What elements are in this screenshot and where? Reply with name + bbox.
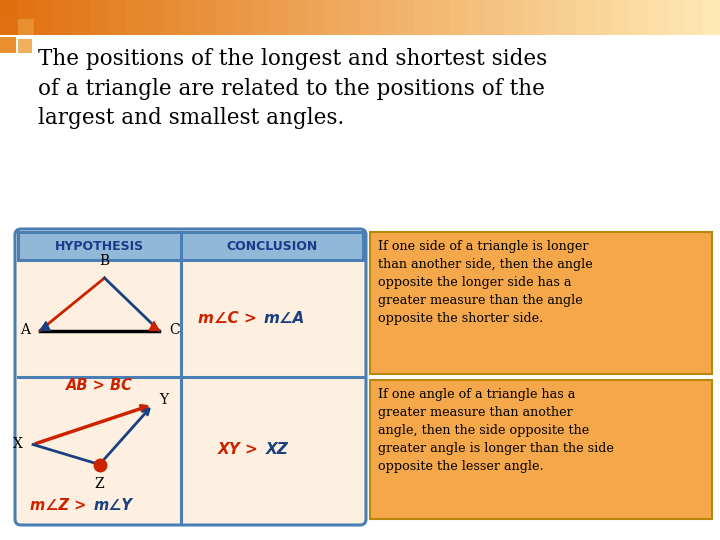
Text: B: B	[99, 254, 109, 268]
Polygon shape	[149, 321, 159, 330]
Bar	[270, 0, 289, 35]
Text: m∠Z >: m∠Z >	[30, 498, 91, 514]
Text: CONCLUSION: CONCLUSION	[226, 240, 318, 253]
Bar	[648, 0, 667, 35]
Bar	[468, 0, 487, 35]
Bar	[180, 0, 199, 35]
Text: X: X	[13, 437, 23, 451]
Text: Z: Z	[95, 476, 104, 490]
Text: HYPOTHESIS: HYPOTHESIS	[55, 240, 143, 253]
Text: The positions of the longest and shortest sides
of a triangle are related to the: The positions of the longest and shortes…	[38, 48, 547, 129]
Bar	[360, 0, 379, 35]
Bar	[36, 0, 55, 35]
Bar	[216, 0, 235, 35]
Text: m∠C >: m∠C >	[198, 311, 262, 326]
Text: m∠Y: m∠Y	[94, 498, 132, 514]
Bar	[252, 0, 271, 35]
Bar	[558, 0, 577, 35]
Bar	[450, 0, 469, 35]
Bar	[630, 0, 649, 35]
Bar	[378, 0, 397, 35]
Text: A: A	[20, 323, 30, 338]
Bar	[54, 0, 73, 35]
Bar	[72, 0, 91, 35]
Bar	[18, 0, 37, 35]
Polygon shape	[40, 321, 50, 330]
FancyBboxPatch shape	[370, 232, 712, 374]
Bar	[18, 19, 34, 35]
Bar	[486, 0, 505, 35]
Bar	[0, 0, 19, 35]
Bar	[540, 0, 559, 35]
Text: Y: Y	[159, 394, 168, 408]
Bar	[108, 0, 127, 35]
Text: If one angle of a triangle has a
greater measure than another
angle, then the si: If one angle of a triangle has a greater…	[378, 388, 614, 473]
Bar	[126, 0, 145, 35]
Bar	[306, 0, 325, 35]
Bar	[324, 0, 343, 35]
Bar	[522, 0, 541, 35]
Bar	[144, 0, 163, 35]
Text: C: C	[169, 323, 179, 338]
Bar	[18, 39, 32, 53]
Bar	[0, 17, 18, 35]
Text: If one side of a triangle is longer
than another side, then the angle
opposite t: If one side of a triangle is longer than…	[378, 240, 593, 325]
Bar	[234, 0, 253, 35]
Bar	[414, 0, 433, 35]
Bar	[288, 0, 307, 35]
Bar	[684, 0, 703, 35]
Text: XY >: XY >	[218, 442, 264, 457]
Bar	[342, 0, 361, 35]
Bar	[162, 0, 181, 35]
FancyBboxPatch shape	[370, 380, 712, 519]
Bar	[198, 0, 217, 35]
Bar	[396, 0, 415, 35]
Bar	[90, 0, 109, 35]
Text: AB > BC: AB > BC	[66, 377, 133, 393]
Bar	[594, 0, 613, 35]
Text: m∠A: m∠A	[264, 311, 305, 326]
FancyBboxPatch shape	[15, 229, 366, 525]
Bar	[576, 0, 595, 35]
Bar	[702, 0, 720, 35]
Bar	[666, 0, 685, 35]
Bar	[18, 232, 363, 260]
Bar	[432, 0, 451, 35]
Bar	[0, 37, 16, 53]
Bar	[504, 0, 523, 35]
Text: XZ: XZ	[266, 442, 289, 457]
Bar	[612, 0, 631, 35]
